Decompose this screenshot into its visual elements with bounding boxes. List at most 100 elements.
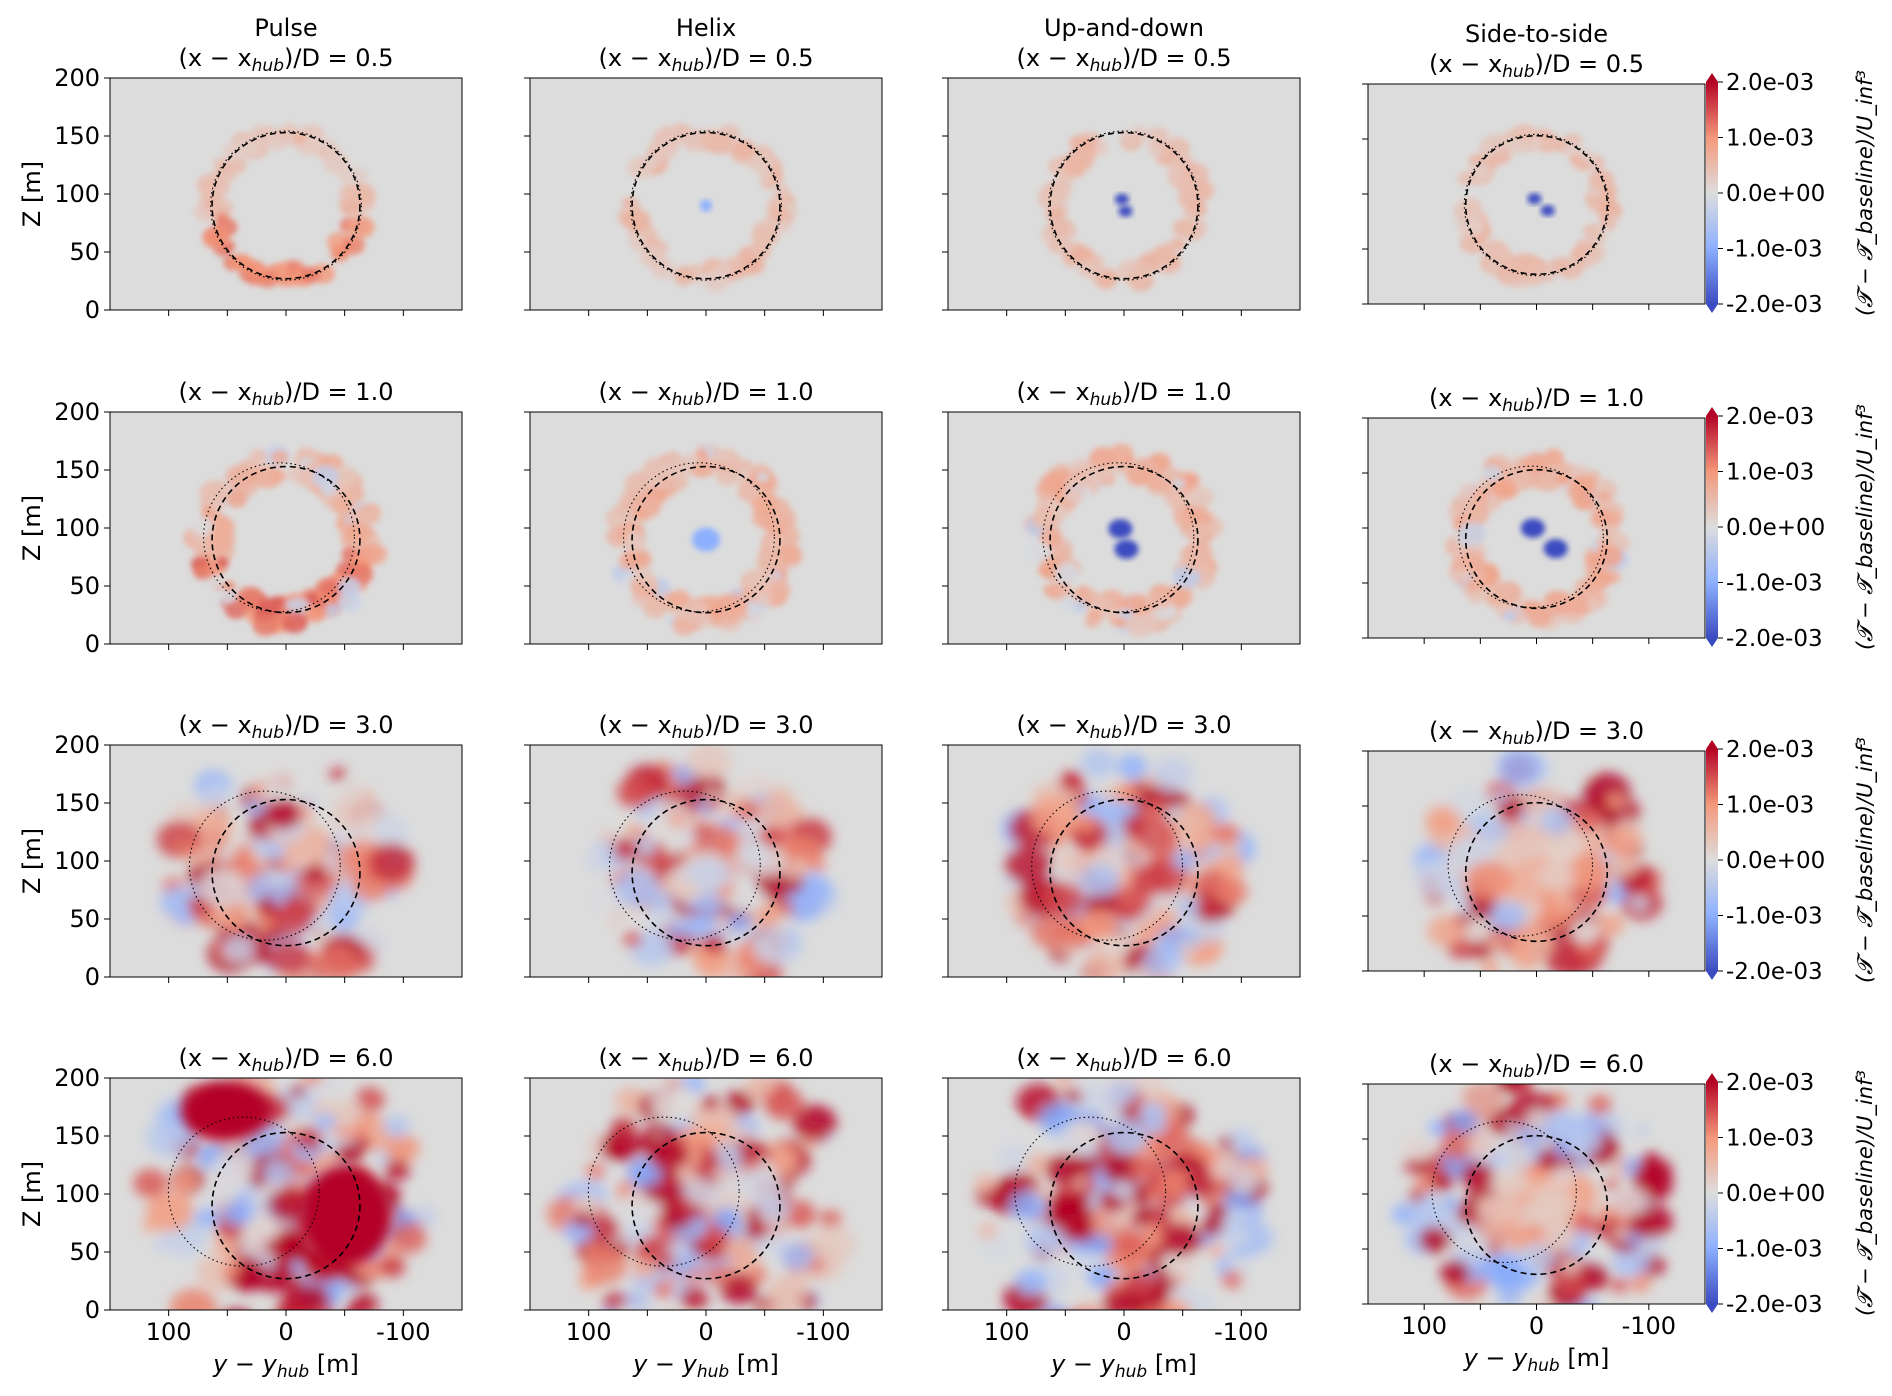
colorbar-gradient <box>1706 416 1718 638</box>
y-tick-label: 200 <box>54 1064 100 1092</box>
y-tick-label: 150 <box>54 122 100 150</box>
panel-title: (x − xhub)/D = 3.0 <box>1429 717 1644 749</box>
colorbar-tick-label: 2.0e-03 <box>1726 70 1814 96</box>
colorbar-tick-label: -1.0e-03 <box>1726 237 1823 263</box>
y-tick-label: 50 <box>69 905 100 933</box>
panel-up-and-down-6.0: 100 0 -100 (x − xhub)/D = 6.0 y − yhub [m] <box>942 1044 1301 1382</box>
wake-center-outline <box>587 1116 740 1267</box>
rotor-disk-outline <box>211 465 361 614</box>
x-tick-label: 100 <box>1401 1312 1447 1340</box>
colorbar-tick-label: 1.0e-03 <box>1726 1126 1814 1152</box>
x-tick-label: -100 <box>376 1318 430 1346</box>
colorbar-tick-label: -1.0e-03 <box>1726 904 1823 930</box>
panel-title: (x − xhub)/D = 1.0 <box>1017 378 1232 410</box>
y-tick-label: 150 <box>54 1122 100 1150</box>
panel-helix-0.5: Helix(x − xhub)/D = 0.5 <box>524 14 883 316</box>
method-title: Helix <box>676 14 736 42</box>
panel-title: (x − xhub)/D = 1.0 <box>599 378 814 410</box>
colorbar-tick-label: 1.0e-03 <box>1726 793 1814 819</box>
wake-center-outline <box>608 790 761 941</box>
panel-title: (x − xhub)/D = 1.0 <box>179 378 394 410</box>
rotor-disk-outline <box>1049 798 1199 947</box>
y-tick-label: 100 <box>54 847 100 875</box>
y-tick-label: 50 <box>69 238 100 266</box>
y-axis-label: Z [m] <box>18 1161 46 1227</box>
rotor-disk-outline <box>1049 131 1199 280</box>
panel-title: (x − xhub)/D = 1.0 <box>1429 384 1644 416</box>
rotor-disk-outline <box>211 798 361 947</box>
x-tick-label: -100 <box>796 1318 850 1346</box>
x-tick-label: 100 <box>566 1318 612 1346</box>
x-tick-label: 0 <box>278 1318 293 1346</box>
colorbar-tick-label: 1.0e-03 <box>1726 460 1814 486</box>
x-tick-label: -100 <box>1214 1318 1268 1346</box>
rotor-disk-outline <box>1464 468 1609 610</box>
panel-helix-3.0: (x − xhub)/D = 3.0 <box>524 711 883 983</box>
y-tick-label: 0 <box>85 630 100 658</box>
y-tick-label: 0 <box>85 296 100 324</box>
flux-field <box>1001 748 1256 977</box>
wake-center-outline <box>1031 790 1184 941</box>
rotor-disk-outline <box>211 1131 361 1280</box>
colorbar-tick-label: -2.0e-03 <box>1726 1292 1823 1318</box>
colorbar-tick-label: 0.0e+00 <box>1726 515 1825 541</box>
panel-title: (x − xhub)/D = 3.0 <box>1017 711 1232 743</box>
panel-side-to-side-0.5: Side-to-side(x − xhub)/D = 0.5 <box>1362 20 1706 310</box>
colorbar-label: (𝓣 − 𝓣_baseline)/U_inf³ <box>1853 1070 1878 1316</box>
panel-pulse-6.0: 100 0 -100 0 50 100 150 200 (x − xhub)/D = 6.0 Z … <box>18 1044 463 1382</box>
panel-title: (x − xhub)/D = 0.5 <box>1017 44 1232 76</box>
colorbar-label: (𝓣 − 𝓣_baseline)/U_inf³ <box>1853 70 1878 316</box>
x-axis-label: y − yhub [m] <box>632 1350 779 1382</box>
wake-center-outline <box>1048 130 1200 281</box>
colorbar-gradient <box>1706 1082 1718 1304</box>
flux-field <box>1444 448 1630 630</box>
colorbar-tick-label: 2.0e-03 <box>1726 737 1814 763</box>
colorbar-tick-label: 0.0e+00 <box>1726 181 1825 207</box>
panel-pulse-0.5: 0 50 100 150 200 Pulse(x − xhub)/D = 0.5 Z [m] <box>18 14 463 324</box>
y-tick-label: 200 <box>54 398 100 426</box>
panel-title: (x − xhub)/D = 3.0 <box>179 711 394 743</box>
flux-field <box>183 444 388 637</box>
panel-title: (x − xhub)/D = 6.0 <box>1429 1050 1644 1082</box>
flux-field <box>547 1078 856 1310</box>
colorbar: 2.0e-03 1.0e-03 0.0e+00 -1.0e-03 -2.0e-03 (𝓣 … <box>1706 404 1878 652</box>
panel-title: (x − xhub)/D = 0.5 <box>179 44 394 76</box>
wake-center-outline <box>210 130 362 281</box>
colorbar: 2.0e-03 1.0e-03 0.0e+00 -1.0e-03 -2.0e-03 (𝓣 … <box>1706 737 1878 985</box>
panel-title: (x − xhub)/D = 6.0 <box>599 1044 814 1076</box>
x-tick-label: 0 <box>1116 1318 1131 1346</box>
y-tick-label: 50 <box>69 572 100 600</box>
panel-title: (x − xhub)/D = 0.5 <box>1429 50 1644 82</box>
panel-side-to-side-1.0: (x − xhub)/D = 1.0 <box>1362 384 1706 644</box>
wake-center-outline <box>1447 794 1594 937</box>
y-axis-label: Z [m] <box>18 828 46 894</box>
method-title: Up-and-down <box>1044 14 1204 42</box>
panel-title: (x − xhub)/D = 3.0 <box>599 711 814 743</box>
panel-title: (x − xhub)/D = 6.0 <box>179 1044 394 1076</box>
y-tick-label: 50 <box>69 1238 100 1266</box>
y-tick-label: 200 <box>54 64 100 92</box>
y-axis-label: Z [m] <box>18 161 46 227</box>
rotor-disk-outline <box>631 131 781 280</box>
x-axis-label: y − yhub [m] <box>1050 1350 1197 1382</box>
x-tick-label: 0 <box>698 1318 713 1346</box>
panel-pulse-1.0: 0 50 100 150 200 (x − xhub)/D = 1.0 Z [m] <box>18 378 463 658</box>
flux-field <box>133 1078 437 1310</box>
wake-center-outline <box>1431 1120 1577 1264</box>
y-tick-label: 0 <box>85 1296 100 1324</box>
colorbar-gradient <box>1706 82 1718 304</box>
colorbar-min-arrow <box>1706 1304 1718 1313</box>
rotor-disk-outline <box>1049 1131 1199 1280</box>
colorbar-tick-label: -2.0e-03 <box>1726 292 1823 318</box>
rotor-disk-outline <box>631 465 781 614</box>
rotor-disk-outline <box>211 131 361 280</box>
y-axis-label: Z [m] <box>18 495 46 561</box>
panel-title: (x − xhub)/D = 0.5 <box>599 44 814 76</box>
x-tick-label: 0 <box>1529 1312 1544 1340</box>
colorbar-max-arrow <box>1706 407 1718 416</box>
flux-field <box>1453 124 1623 288</box>
x-axis-label: y − yhub [m] <box>212 1350 359 1382</box>
colorbar-min-arrow <box>1706 304 1718 313</box>
panel-helix-1.0: (x − xhub)/D = 1.0 <box>524 378 883 650</box>
